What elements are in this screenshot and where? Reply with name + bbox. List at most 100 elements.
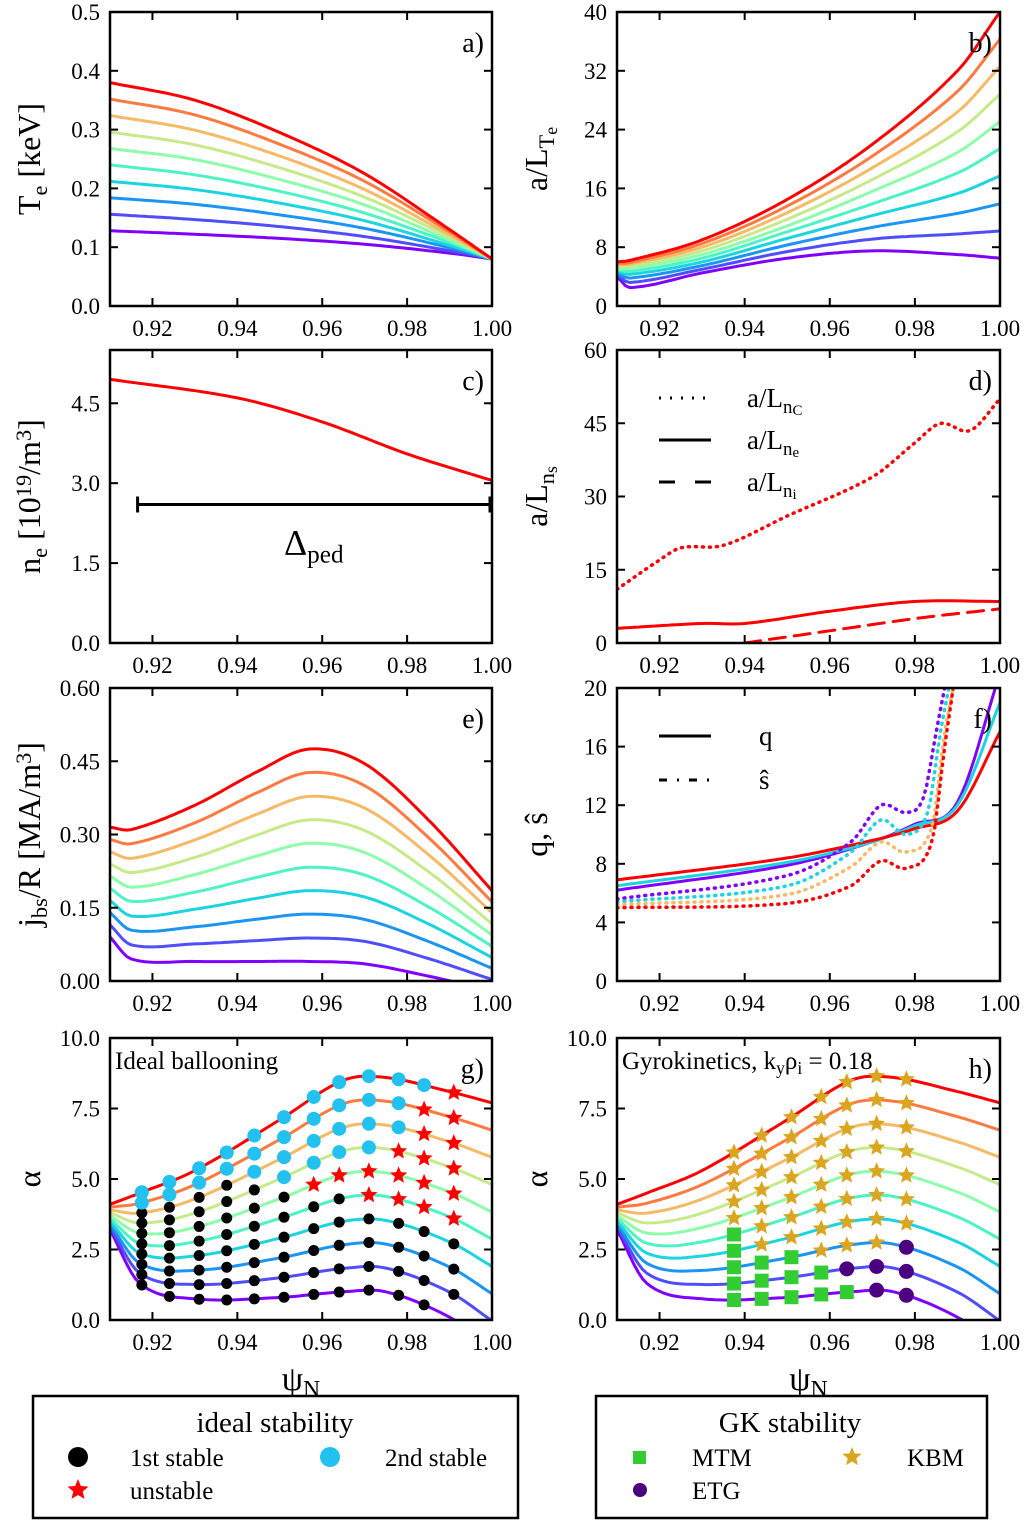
first_stable-circle-marker	[136, 1217, 148, 1229]
legend-label-part: a/L	[747, 383, 783, 413]
KBM-star-marker	[838, 1236, 856, 1253]
MTM-square-marker	[814, 1287, 829, 1302]
series-line-0	[110, 935, 457, 981]
delta-sub: ped	[307, 541, 344, 568]
KBM-star-marker	[782, 1168, 800, 1185]
series-line-9	[617, 1074, 1000, 1206]
etg-marker	[633, 1483, 647, 1497]
legend-label-part: q	[759, 721, 773, 751]
second_stable-circle-marker	[247, 1146, 262, 1161]
y-tick-label: 0.5	[71, 0, 100, 25]
y-axis-label: a/LTe	[518, 127, 561, 191]
bottom-legends: ideal stability 1st stable 2nd stable un…	[31, 1394, 989, 1520]
first_stable-circle-marker	[308, 1267, 320, 1279]
y-tick-label: 5.0	[71, 1167, 100, 1192]
y-tick-label: 0.30	[60, 823, 100, 848]
first_stable-circle-marker	[221, 1294, 233, 1306]
x-tick-label: 1.00	[980, 1330, 1020, 1355]
series-line-2	[617, 1222, 1000, 1296]
series-line-5	[110, 841, 492, 937]
series-line-6	[617, 92, 1000, 269]
first_stable-circle-marker	[193, 1264, 205, 1276]
legend-label: q	[759, 721, 773, 751]
first_stable-circle-marker	[448, 1288, 460, 1300]
y-tick-label: 40	[584, 0, 607, 25]
legend-label-part: n	[783, 439, 793, 460]
y-axis-label-part: a/L	[518, 148, 554, 191]
series-line-9	[110, 747, 492, 893]
first_stable-circle-marker	[193, 1279, 205, 1291]
KBM-star-marker	[838, 1213, 856, 1230]
panel-b: 0.92 0.94 0.96 0.98 1.00 0 8 16 24 32 40 b) a/LTe	[518, 0, 1020, 341]
x-tick-label: 0.96	[302, 991, 342, 1016]
KBM-star-marker	[782, 1108, 800, 1125]
plot-area	[617, 12, 1000, 290]
plot-area	[110, 81, 492, 261]
x-tick-label: 0.94	[217, 991, 258, 1016]
KBM-star-marker	[725, 1209, 743, 1226]
series-line-1	[110, 212, 492, 261]
second_stable-circle-marker	[219, 1161, 234, 1176]
first_stable-circle-marker	[163, 1227, 175, 1239]
unstable-star-marker	[445, 1083, 463, 1100]
series-line-3	[110, 889, 492, 960]
panel-g: 0.92 0.94 0.96 0.98 1.00 0.0 2.5 5.0 7.5 10.0 g) α ψ…	[11, 1026, 512, 1403]
KBM-star-marker	[868, 1233, 886, 1250]
ETG-circle-marker	[869, 1258, 885, 1274]
first_stable-circle-marker	[278, 1251, 290, 1263]
series-line-1	[110, 923, 492, 981]
etg-label: ETG	[692, 1478, 741, 1505]
first_stable-circle-marker	[278, 1211, 290, 1223]
x-tick-label: 0.94	[725, 316, 766, 341]
first_stable-circle-marker	[393, 1289, 405, 1301]
y-axis-label-part: T	[11, 195, 47, 215]
x-tick-label: 0.94	[725, 653, 766, 678]
series-line-4	[617, 1193, 1000, 1248]
y-axis-label-part: s	[541, 466, 561, 473]
y-tick-label: 0.0	[71, 294, 100, 319]
unstable-star-marker	[415, 1125, 433, 1142]
y-axis-label-part: α	[518, 1170, 554, 1187]
first_stable-circle-marker	[163, 1240, 175, 1252]
y-tick-label: 8	[596, 235, 608, 260]
x-tick-label: 1.00	[472, 991, 512, 1016]
q-line-2	[617, 730, 1000, 882]
KBM-star-marker	[725, 1143, 743, 1160]
MTM-square-marker	[727, 1293, 742, 1308]
y-tick-label: 0	[596, 294, 608, 319]
panel-title-part: ρ	[785, 1048, 797, 1075]
series-line-8	[110, 97, 492, 261]
second_stable-circle-marker	[247, 1128, 262, 1143]
x-tick-label: 1.00	[472, 316, 512, 341]
axes-frame	[615, 686, 1002, 983]
second_stable-circle-marker	[192, 1161, 207, 1176]
first_stable-circle-marker	[136, 1279, 148, 1291]
series-line-6	[110, 130, 492, 261]
gk-legend-box	[594, 1394, 989, 1520]
y-tick-label: 0	[596, 631, 608, 656]
KBM-star-marker	[725, 1176, 743, 1193]
MTM-square-marker	[814, 1265, 829, 1280]
unstable-star-marker	[415, 1100, 433, 1117]
series-line-5	[617, 1169, 1000, 1236]
unstable-star-marker	[415, 1198, 433, 1215]
first_stable-circle-marker	[248, 1293, 260, 1305]
unstable-star-marker	[445, 1108, 463, 1126]
star-shape	[842, 1447, 862, 1466]
panel-label: c)	[462, 366, 484, 397]
series-line-7	[617, 64, 1000, 267]
panel-label: b)	[969, 28, 992, 59]
axes-frame	[615, 1036, 1002, 1322]
first_stable-circle-marker	[163, 1290, 175, 1302]
series-line-2	[110, 911, 492, 970]
KBM-star-marker	[897, 1214, 915, 1231]
KBM-star-marker	[868, 1186, 886, 1203]
second_stable-circle-marker	[391, 1120, 406, 1135]
y-tick-label: 0.15	[60, 896, 100, 921]
KBM-star-marker	[812, 1175, 830, 1192]
first_stable-circle-marker	[163, 1201, 175, 1213]
unstable-marker	[67, 1479, 89, 1499]
x-tick-label: 0.96	[810, 1330, 850, 1355]
MTM-square-marker	[727, 1276, 742, 1291]
KBM-star-marker	[812, 1153, 830, 1171]
